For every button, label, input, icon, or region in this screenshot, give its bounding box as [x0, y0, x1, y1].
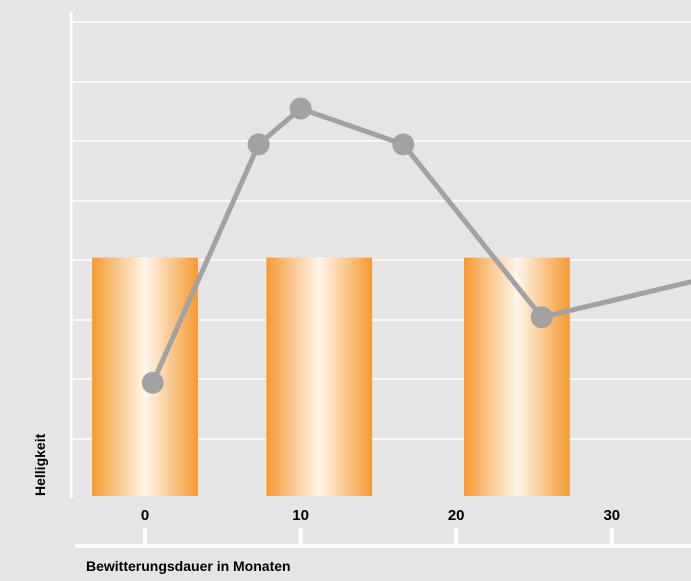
line-point-1	[247, 133, 270, 156]
line-point-3	[392, 133, 415, 156]
axes	[69, 12, 691, 548]
x-axis-title: Bewitterungsdauer in Monaten	[86, 558, 291, 574]
bars	[92, 257, 570, 496]
x-tick-label-1: 10	[292, 507, 309, 524]
y-axis-title: Helligkeit	[32, 433, 48, 496]
line-point-0	[141, 371, 164, 394]
line-point-4	[530, 306, 553, 329]
bar-1	[266, 257, 373, 496]
bar-2	[463, 257, 570, 496]
x-tick-label-0: 0	[141, 507, 149, 524]
x-tick-label-2: 20	[448, 507, 465, 524]
series-line	[150, 106, 691, 386]
x-tick-labels: 0 10 20 30	[141, 507, 620, 546]
line-series	[141, 97, 691, 394]
x-tick-label-3: 30	[603, 507, 620, 524]
line-point-2	[289, 97, 312, 120]
